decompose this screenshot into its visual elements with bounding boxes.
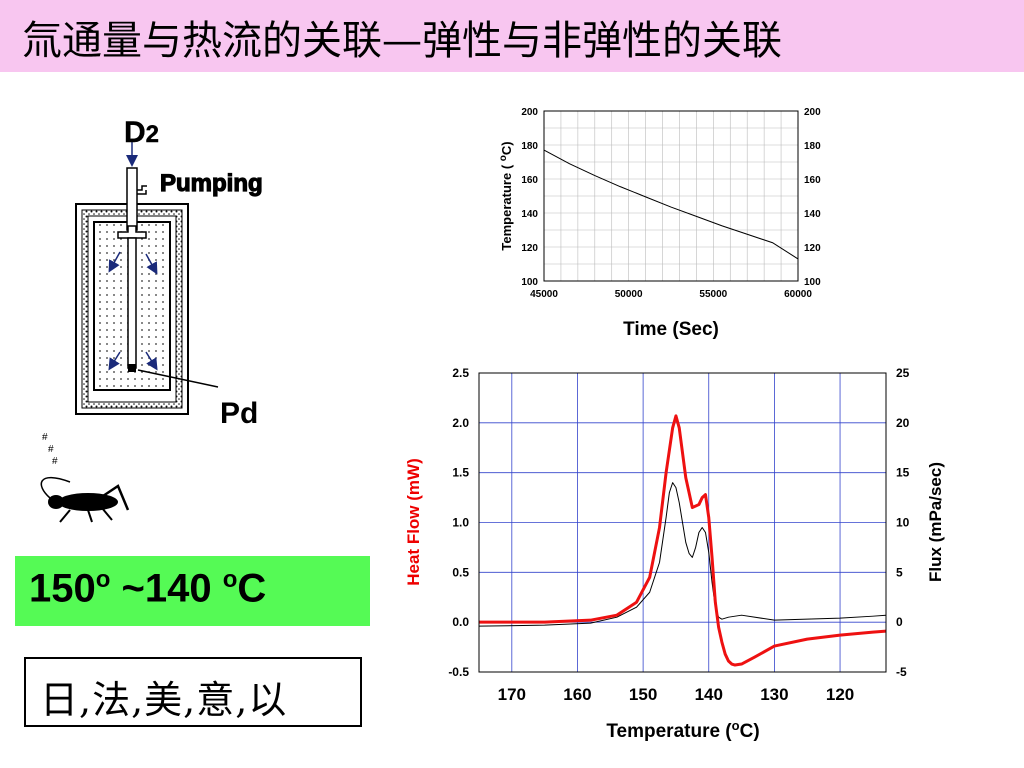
- y-tick-label-left: 1.0: [452, 516, 469, 530]
- x-tick-label: 50000: [615, 289, 643, 300]
- svg-text:#: #: [48, 444, 54, 455]
- temperature-range-box: 150o ~140 oC: [15, 556, 370, 626]
- title-bar: 氚通量与热流的关联—弹性与非弹性的关联: [0, 0, 1024, 72]
- cricket-icon: # # #: [40, 432, 130, 523]
- y-tick-label-right: 180: [804, 141, 821, 152]
- countries-text: 日,法,美,意,以: [40, 678, 288, 722]
- y-tick-label-left: 2.5: [452, 366, 469, 380]
- svg-text:#: #: [52, 456, 58, 467]
- x-tick-label: 45000: [530, 289, 558, 300]
- y-tick-label-right: 120: [804, 243, 821, 254]
- svg-text:#: #: [42, 432, 48, 443]
- y-tick-label-left: 0.0: [452, 615, 469, 629]
- heat-flow-curve: [479, 414, 887, 667]
- y-tick-label-left: 100: [521, 277, 538, 288]
- y-tick-label-right: 5: [896, 565, 903, 579]
- y-tick-label-right: 15: [896, 466, 910, 480]
- y-tick-label-left: 140: [521, 209, 538, 220]
- y-tick-label-left: 200: [521, 107, 538, 118]
- flux-curve: [478, 482, 887, 627]
- y-tick-label-left: 120: [521, 243, 538, 254]
- y-tick-label-right: -5: [896, 665, 907, 679]
- plot-frame: [478, 372, 887, 673]
- y-tick-label-right: 25: [896, 366, 910, 380]
- y-tick-label-left: 180: [521, 141, 538, 152]
- y-tick-label-right: 0: [896, 615, 903, 629]
- y-tick-label-left: 160: [521, 175, 538, 186]
- y-tick-label-right: 100: [804, 277, 821, 288]
- pumping-label: Pumping: [160, 170, 263, 197]
- x-tick-label: 55000: [699, 289, 727, 300]
- y-tick-label-right: 140: [804, 209, 821, 220]
- right-y-axis-label: Flux (mPa/sec): [926, 462, 945, 582]
- x-tick-label: 170: [498, 685, 526, 704]
- y-tick-label-right: 160: [804, 175, 821, 186]
- countries-box: 日,法,美,意,以: [24, 657, 362, 727]
- pd-sample: [128, 364, 136, 372]
- pumping-tube: [126, 167, 138, 231]
- sample-label: Pd: [220, 397, 258, 430]
- x-tick-label: 120: [826, 685, 854, 704]
- x-tick-label: 150: [629, 685, 657, 704]
- y-tick-label-right: 20: [896, 416, 910, 430]
- y-tick-label-right: 10: [896, 516, 910, 530]
- x-axis-label: Temperature (oC): [606, 718, 759, 742]
- x-tick-label: 130: [760, 685, 788, 704]
- x-tick-label: 140: [695, 685, 723, 704]
- y-tick-label-left: 2.0: [452, 416, 469, 430]
- plot-frame: [543, 110, 799, 282]
- y-tick-label-left: -0.5: [448, 665, 469, 679]
- temperature-curve: [543, 149, 799, 260]
- y-tick-label-left: 0.5: [452, 565, 469, 579]
- y-tick-label-right: 200: [804, 107, 821, 118]
- x-tick-label: 60000: [784, 289, 812, 300]
- x-axis-label: Time (Sec): [623, 319, 719, 340]
- slide-title: 氚通量与热流的关联—弹性与非弹性的关联: [22, 18, 782, 64]
- y-axis-label: Temperature ( oC): [498, 141, 514, 250]
- x-tick-label: 160: [563, 685, 591, 704]
- gas-label: D2: [124, 116, 159, 149]
- apparatus-diagram: D2 Pumping Pumping Pd # # #: [40, 116, 263, 523]
- heat-flow-chart: 170 160 150 140 130 120-0.50.00.51.01.52.02.5…: [404, 366, 945, 742]
- temperature-range-text: 150o ~140 oC: [29, 566, 267, 611]
- left-y-axis-label: Heat Flow (mW): [404, 458, 423, 586]
- pumping-label-fill: Pumping: [160, 170, 263, 197]
- y-tick-label-left: 1.5: [452, 466, 469, 480]
- pd-rod: [127, 237, 137, 369]
